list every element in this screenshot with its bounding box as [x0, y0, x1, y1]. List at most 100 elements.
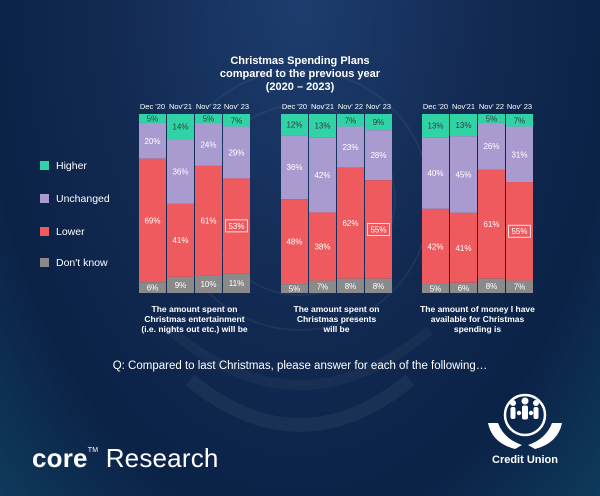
bar-segment — [281, 135, 308, 200]
bar-segment — [506, 182, 533, 281]
period-label: Nov' 23 — [507, 102, 532, 111]
data-label: 61% — [200, 217, 216, 226]
data-label: 12% — [286, 121, 302, 130]
period-label: Nov'21 — [452, 102, 475, 111]
bar-segment — [450, 282, 477, 293]
data-label: 7% — [345, 116, 357, 125]
bar-segment — [337, 126, 364, 168]
data-label: 11% — [229, 279, 244, 288]
bar-segment — [281, 114, 308, 136]
hands-family-icon — [488, 393, 562, 449]
bar-segment — [139, 122, 166, 159]
bar-segment — [422, 137, 449, 209]
data-label: 23% — [342, 143, 358, 152]
bar-segment — [309, 114, 336, 138]
data-label: 62% — [342, 219, 358, 228]
bar-segment — [167, 203, 194, 277]
data-label: 5% — [203, 114, 215, 123]
period-label: Nov' 23 — [366, 102, 391, 111]
data-label: 8% — [345, 282, 357, 291]
data-label: 45% — [455, 171, 471, 180]
data-label: 14% — [172, 123, 188, 132]
bar-segment — [478, 169, 505, 279]
bar-segment — [281, 199, 308, 285]
data-label: 8% — [486, 282, 498, 291]
data-label: 6% — [458, 284, 470, 293]
data-label: 24% — [200, 140, 216, 149]
bar-segment — [450, 114, 477, 137]
group-caption-line: The amount spent on — [152, 304, 238, 314]
data-label: 9% — [175, 281, 187, 290]
bar-segment — [195, 275, 222, 293]
legend-swatch-unchanged — [40, 194, 49, 203]
period-label: Dec '20 — [282, 102, 307, 111]
bar-segment — [223, 178, 250, 274]
bar-segment — [478, 122, 505, 170]
period-label: Nov' 22 — [196, 102, 221, 111]
data-label: 13% — [427, 122, 443, 131]
group-caption-line: (i.e. nights out etc.) will be — [141, 324, 248, 334]
period-label: Nov' 22 — [479, 102, 504, 111]
bar-segment — [195, 114, 222, 123]
bar-segment — [422, 208, 449, 285]
highlight-box — [508, 224, 531, 238]
period-label: Nov'21 — [169, 102, 192, 111]
bar-segment — [195, 165, 222, 276]
group-caption-line: Christmas presents — [297, 314, 377, 324]
credit-union-text: Credit Union — [492, 454, 558, 466]
bar-segment — [309, 212, 336, 281]
highlight-box — [225, 219, 248, 233]
bar-segment — [139, 282, 166, 293]
bar-segment — [422, 284, 449, 293]
data-label: 7% — [317, 283, 329, 292]
data-label: 31% — [511, 150, 527, 159]
bar-segment — [365, 278, 392, 293]
data-label: 42% — [314, 171, 330, 180]
bar-segment — [506, 126, 533, 183]
data-label: 40% — [427, 169, 443, 178]
data-label: 42% — [427, 242, 443, 251]
highlight-box — [367, 223, 390, 236]
period-label: Nov' 23 — [224, 102, 249, 111]
data-label: 41% — [455, 244, 471, 253]
bar-segment — [223, 114, 250, 127]
data-label: 55% — [370, 225, 386, 234]
group-caption-line: Christmas entertainment — [144, 314, 244, 324]
bar-segment — [450, 136, 477, 213]
data-label: 13% — [314, 122, 330, 131]
bar-segment — [478, 278, 505, 293]
legend-swatch-higher — [40, 161, 49, 170]
legend-label: Unchanged — [56, 193, 110, 205]
data-label: 7% — [514, 116, 526, 125]
bar-segment — [223, 126, 250, 179]
group-caption-line: spending is — [454, 324, 502, 334]
bar-segment — [450, 212, 477, 283]
data-label: 6% — [147, 284, 159, 293]
period-label: Nov' 22 — [338, 102, 363, 111]
chart-title-line: (2020 – 2023) — [266, 81, 335, 93]
data-label: 41% — [172, 236, 188, 245]
legend-swatch-lower — [40, 227, 49, 236]
brand-research: Research — [105, 443, 219, 473]
bar-segment — [167, 139, 194, 204]
chart-title-line: compared to the previous year — [220, 68, 381, 80]
bar-segment — [337, 167, 364, 279]
data-label: 38% — [314, 242, 330, 251]
bar-segment — [506, 114, 533, 127]
data-label: 55% — [511, 227, 527, 236]
period-label: Nov'21 — [311, 102, 334, 111]
data-label: 61% — [483, 220, 499, 229]
bar-segment — [365, 180, 392, 279]
legend-label: Lower — [56, 226, 85, 238]
bar-segment — [309, 280, 336, 293]
data-label: 10% — [200, 280, 216, 289]
data-label: 7% — [514, 283, 526, 292]
data-label: 36% — [172, 167, 188, 176]
bar-segment — [167, 276, 194, 293]
bar-segment — [281, 284, 308, 293]
legend-swatch-don-t-know — [40, 258, 49, 267]
group-caption-line: The amount of money I have — [420, 304, 535, 314]
data-label: 29% — [228, 148, 244, 157]
bar-segment — [337, 278, 364, 293]
